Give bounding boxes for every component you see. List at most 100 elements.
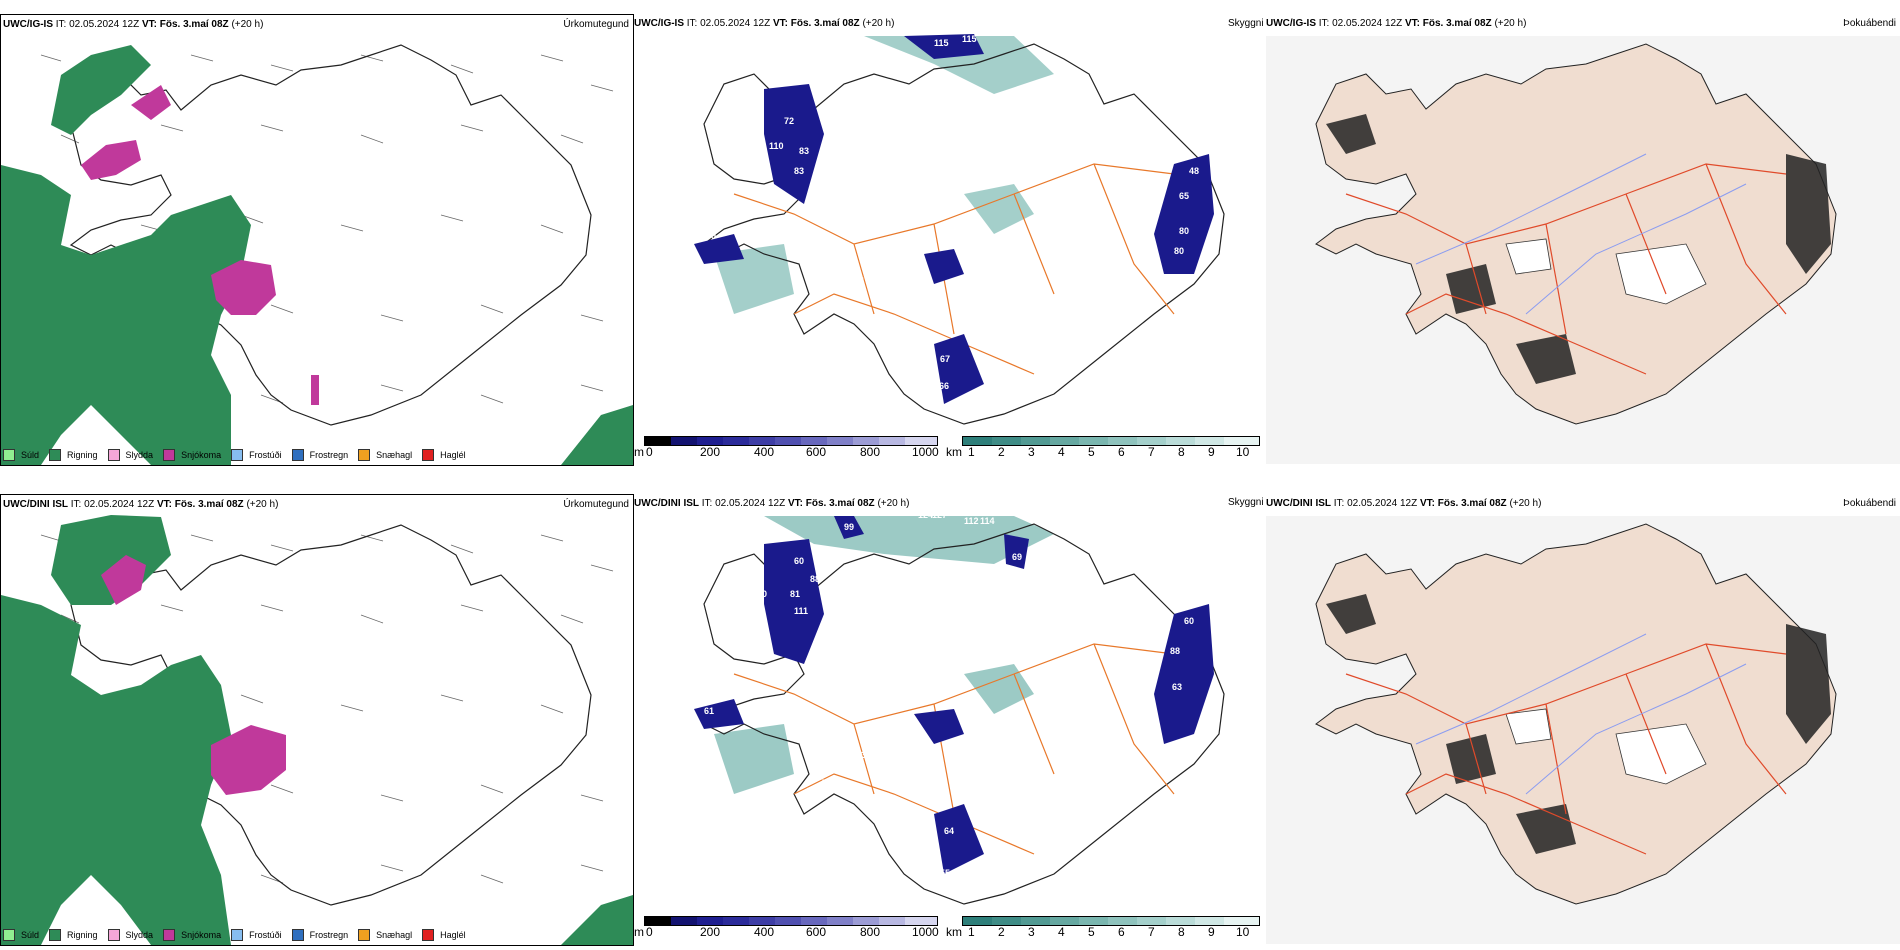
cloud-value: 65: [1179, 191, 1189, 201]
cloud-value: 81: [790, 589, 800, 599]
cbar-cell: [1050, 917, 1079, 925]
cbar-cell: [1137, 917, 1166, 925]
header-bottom-2: UWC/DINI ISL IT: 02.05.2024 12Z VT: Fös.…: [634, 498, 909, 510]
cloud-value: 99: [844, 522, 854, 532]
cloud-tick: 5: [1088, 925, 1095, 939]
height-tick: 200: [700, 445, 721, 459]
precip-legend: Súld Rigning Slydda Snjókoma Frostúði Fr…: [3, 927, 476, 943]
rain-area-bottom-right: [561, 895, 633, 945]
legend-label: Frostúði: [249, 930, 282, 940]
height-colorbar-cells: [644, 436, 938, 446]
legend-swatch: [291, 929, 304, 941]
cbar-cell: [1224, 917, 1259, 925]
cbar-cell: [1195, 437, 1224, 445]
cloud-value: 41: [672, 241, 682, 251]
cbar-cell: [775, 917, 801, 925]
cbar-cell: [1050, 437, 1079, 445]
cloud-tick: 6: [1118, 445, 1125, 459]
cbar-cell: [879, 437, 905, 445]
panel-cloud-bottom: 99 124 127 112 114 60 88 111 81 230 69 6…: [634, 494, 1264, 944]
model-name: UWC/DINI ISL: [1266, 498, 1331, 509]
height-colorbar-unit: m: [634, 925, 644, 939]
cloud-value: 61: [704, 706, 714, 716]
legend-label: Súld: [21, 930, 40, 940]
cloud-value: 37: [980, 328, 990, 338]
cloud-value: 15: [854, 276, 864, 286]
legend-item-slydda: Slydda: [107, 449, 154, 461]
cloud-tick: 7: [1148, 925, 1155, 939]
panel-cloud-top: 115 115 72 83 110 84 83 80 48 65 80 41 7…: [634, 14, 1264, 464]
cloud-tick: 9: [1208, 925, 1215, 939]
map-fog-bottom: [1266, 516, 1900, 944]
legend-label: Snjókoma: [181, 450, 222, 460]
cloud-value: 55: [940, 868, 950, 878]
cbar-cell: [827, 917, 853, 925]
cloud-value: 80: [1174, 246, 1184, 256]
cloud-value: 56: [812, 346, 822, 356]
cbar-cell: [1224, 437, 1259, 445]
height-tick: 1000: [912, 445, 939, 459]
cbar-cell: [1108, 437, 1137, 445]
cloud-value: 80: [1179, 226, 1189, 236]
map-precip-type-bottom: [1, 515, 633, 945]
cloud-tick: 8: [1178, 925, 1185, 939]
cbar-cell: [671, 437, 697, 445]
cloud-value: 115: [934, 38, 949, 48]
cbar-cell: [879, 917, 905, 925]
snow-patch-south: [311, 375, 319, 405]
dark-cloud-area: [694, 34, 1214, 404]
header-top-1: UWC/IG-IS IT: 02.05.2024 12Z VT: Fös. 3.…: [3, 19, 263, 31]
cloud-tick: 7: [1148, 445, 1155, 459]
legend-swatch: [358, 929, 371, 941]
glacier-white: [1505, 238, 1707, 305]
height-colorbar: m 0 200 400 600 800 1000: [634, 916, 944, 939]
cloud-values: 99 124 127 112 114 60 88 111 81 230 69 6…: [672, 510, 1194, 878]
cloud-value: 72: [784, 116, 794, 126]
cloud-value: 42: [672, 712, 682, 722]
height-tick: 1000: [912, 925, 939, 939]
height-tick: 400: [754, 445, 775, 459]
skyggni-title-bottom: Skyggni: [1228, 497, 1264, 508]
rain-area-north: [51, 45, 151, 135]
iceland-land: [1315, 43, 1837, 425]
header-top-2: UWC/IG-IS IT: 02.05.2024 12Z VT: Fös. 3.…: [634, 18, 894, 30]
height-colorbar: m 0 200 400 600 800 1000: [634, 436, 944, 459]
legend-item-snjokoma: Snjókoma: [163, 449, 221, 461]
init-time: IT: 02.05.2024 12Z: [1318, 18, 1403, 29]
rain-area: [1, 595, 231, 945]
legend-label: Snæhagl: [376, 930, 413, 940]
cloud-value: 73: [836, 334, 846, 344]
cloud-tick: 10: [1236, 445, 1250, 459]
cloud-value: 88: [1170, 646, 1180, 656]
legend-swatch: [49, 449, 62, 461]
panel-fog-top: UWC/IG-IS IT: 02.05.2024 12Z VT: Fös. 3.…: [1266, 14, 1900, 464]
init-time: IT: 02.05.2024 12Z: [70, 499, 155, 510]
map-cloud-bottom: 99 124 127 112 114 60 88 111 81 230 69 6…: [672, 510, 1225, 905]
height-tick: 600: [806, 445, 827, 459]
panel-title: Þokuábendi: [1843, 498, 1896, 509]
model-name: UWC/IG-IS: [3, 19, 53, 30]
legend-label: Slydda: [125, 450, 154, 460]
cbar-cell: [1166, 917, 1195, 925]
cbar-cell: [1108, 917, 1137, 925]
map-cloud-top: 115 115 72 83 110 84 83 80 48 65 80 41 7…: [672, 34, 1225, 425]
panel-fog-bottom: UWC/DINI ISL IT: 02.05.2024 12Z VT: Fös.…: [1266, 494, 1900, 944]
cloud-value: 107: [906, 866, 921, 876]
height-tick: 800: [860, 925, 881, 939]
legend-label: Slydda: [125, 930, 154, 940]
legend-swatch: [358, 449, 371, 461]
model-name: UWC/IG-IS: [1266, 18, 1316, 29]
cbar-cell: [905, 917, 937, 925]
valid-time: VT: Fös. 3.maí 08Z: [787, 498, 875, 509]
cloud-value: 83: [894, 256, 904, 266]
legend-swatch: [291, 449, 304, 461]
cloud-colorbar-unit: km: [946, 445, 962, 459]
rivers: [1415, 153, 1747, 315]
height-colorbar-cells: [644, 916, 938, 926]
legend-item-haglel: Haglél: [422, 449, 466, 461]
cloud-colorbar-cells: [962, 436, 1260, 446]
height-tick: 0: [646, 445, 653, 459]
cloud-value: 54: [856, 766, 866, 776]
legend-label: Rigning: [67, 930, 98, 940]
cloud-value: 77: [822, 778, 832, 788]
